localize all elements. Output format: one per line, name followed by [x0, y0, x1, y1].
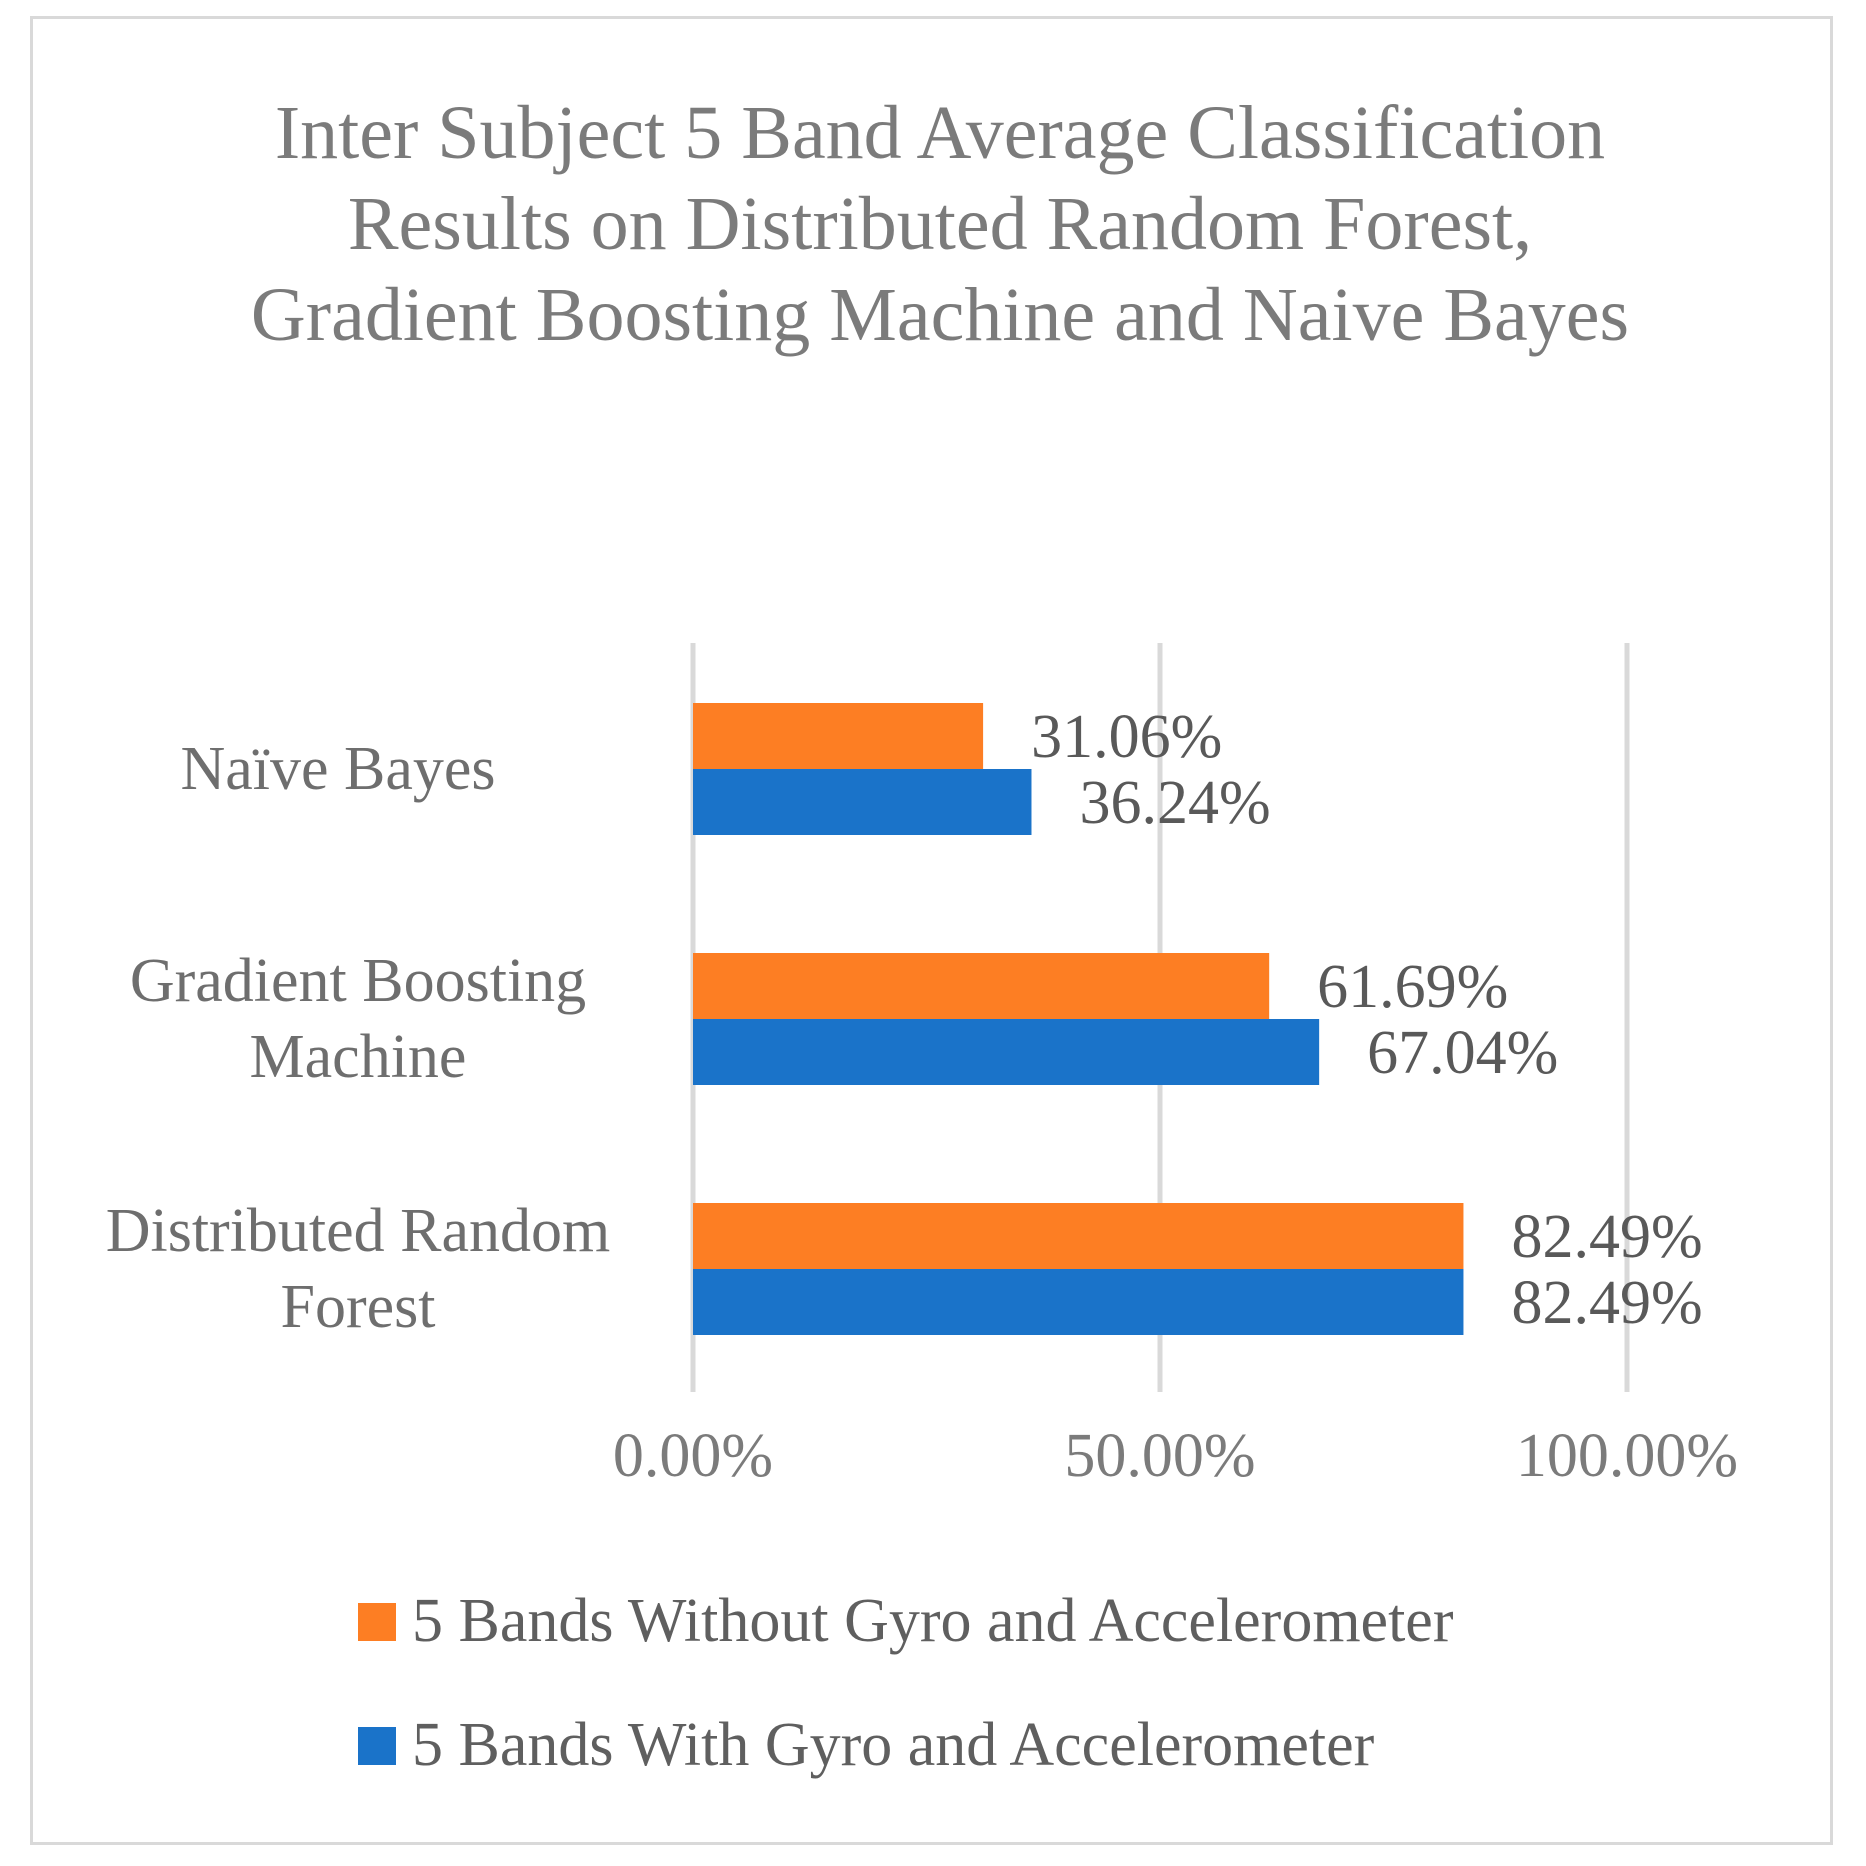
bar-without-gyro-0 — [693, 703, 984, 769]
data-label: 82.49% — [1511, 1269, 1702, 1337]
category-label: Gradient Boosting Machine — [129, 947, 587, 1091]
x-tick-label: 0.00% — [613, 1422, 773, 1490]
bar-without-gyro-2 — [693, 1203, 1464, 1269]
chart-area — [30, 16, 1833, 1845]
data-label: 61.69% — [1317, 953, 1508, 1021]
legend-swatch-blue — [358, 1726, 396, 1765]
legend-swatch-orange — [358, 1602, 396, 1641]
data-label: 36.24% — [1079, 769, 1270, 837]
data-label: 31.06% — [1031, 703, 1222, 771]
x-tick-label: 50.00% — [1064, 1422, 1255, 1490]
bar-with-gyro-0 — [693, 769, 1032, 835]
bar-with-gyro-2 — [693, 1269, 1464, 1335]
data-label: 67.04% — [1367, 1019, 1558, 1087]
category-label: Naïve Bayes — [180, 735, 496, 803]
chart-title: Inter Subject 5 Band Average Classificat… — [250, 91, 1630, 357]
bar-without-gyro-1 — [693, 953, 1270, 1019]
bar-with-gyro-1 — [693, 1019, 1320, 1085]
legend-item-with-gyro: 5 Bands With Gyro and Accelerometer — [358, 1710, 1374, 1781]
legend-item-without-gyro: 5 Bands Without Gyro and Accelerometer — [358, 1586, 1453, 1657]
legend-label-with-gyro: 5 Bands With Gyro and Accelerometer — [412, 1711, 1375, 1779]
category-label: Distributed Random Forest — [105, 1197, 611, 1341]
x-tick-label: 100.00% — [1516, 1422, 1738, 1490]
legend-label-without-gyro: 5 Bands Without Gyro and Accelerometer — [412, 1587, 1454, 1655]
data-label: 82.49% — [1511, 1203, 1702, 1271]
